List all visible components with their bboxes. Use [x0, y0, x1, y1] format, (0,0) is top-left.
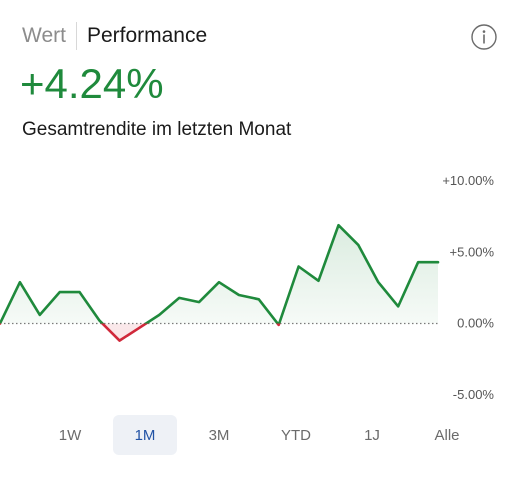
time-range-1w-button[interactable]: 1W	[58, 426, 82, 444]
y-tick-label: +5.00%	[450, 244, 495, 259]
y-tick-label: 0.00%	[457, 316, 494, 331]
info-icon[interactable]	[471, 24, 497, 50]
time-range-1j-button[interactable]: 1J	[364, 426, 380, 444]
y-tick-label: +10.00%	[442, 173, 494, 188]
chart-area-negative	[0, 323, 438, 341]
time-range-alle-button[interactable]: Alle	[434, 426, 460, 444]
time-range-1m-button[interactable]: 1M	[113, 415, 177, 455]
time-range-3m-button[interactable]: 3M	[208, 426, 230, 444]
total-return-subtitle: Gesamtrendite im letzten Monat	[22, 119, 292, 140]
tab-performance[interactable]: Performance	[86, 24, 208, 47]
chart-line-positive	[0, 223, 440, 324]
tab-divider	[75, 22, 77, 50]
tab-wert[interactable]: Wert	[22, 24, 66, 47]
time-range-ytd-button[interactable]: YTD	[281, 426, 311, 444]
y-tick-label: -5.00%	[453, 387, 495, 402]
chart-area-positive	[0, 225, 438, 324]
time-range-selector: 1W 1M 3M YTD 1J Alle	[0, 415, 520, 455]
performance-chart: +10.00% +5.00% 0.00% -5.00%	[0, 173, 495, 402]
total-return-value: +4.24%	[20, 60, 164, 107]
view-tabs: Wert Performance	[22, 22, 207, 50]
